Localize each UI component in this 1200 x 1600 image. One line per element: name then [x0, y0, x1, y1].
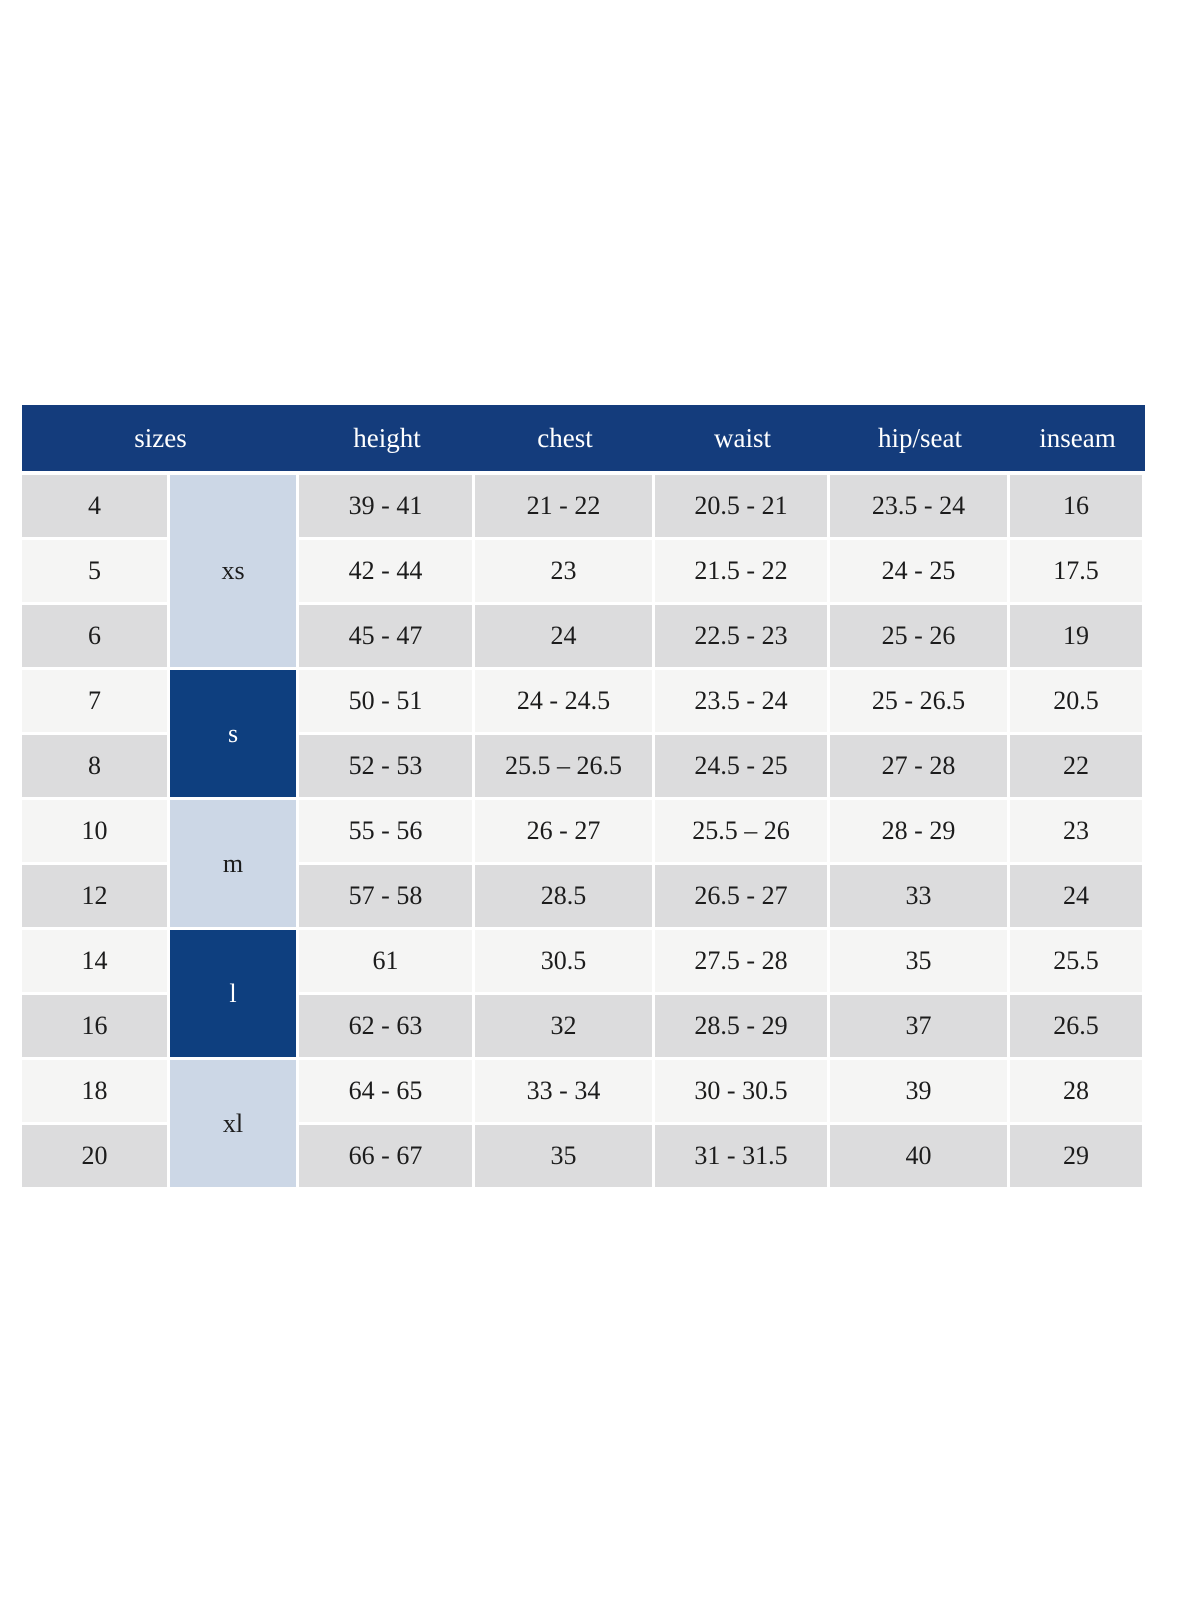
- cell-chest: 21 - 22: [475, 475, 656, 540]
- cell-size: 16: [22, 995, 170, 1060]
- size-group-cell-s: s: [170, 670, 300, 800]
- table-row: 20 66 - 67 35 31 - 31.5 40 29: [22, 1125, 1146, 1190]
- cell-height: 62 - 63: [299, 995, 476, 1060]
- cell-size: 5: [22, 540, 170, 605]
- cell-inseam: 25.5: [1010, 930, 1146, 995]
- cell-size: 18: [22, 1060, 170, 1125]
- table-row: 18 xl 64 - 65 33 - 34 30 - 30.5 39 28: [22, 1060, 1146, 1190]
- cell-hip_seat: 40: [830, 1125, 1011, 1190]
- cell-waist: 25.5 – 26: [655, 800, 831, 865]
- cell-size: 10: [22, 800, 170, 865]
- cell-chest: 26 - 27: [475, 800, 656, 865]
- size-group-cell-xl: xl: [170, 1060, 300, 1190]
- cell-hip_seat: 25 - 26: [830, 605, 1011, 670]
- cell-waist: 26.5 - 27: [655, 865, 831, 930]
- cell-chest: 35: [475, 1125, 656, 1190]
- column-header-inseam: inseam: [1010, 405, 1146, 475]
- column-header-hip_seat: hip/seat: [830, 405, 1011, 475]
- cell-height: 52 - 53: [299, 735, 476, 800]
- cell-chest: 28.5: [475, 865, 656, 930]
- cell-chest: 24 - 24.5: [475, 670, 656, 735]
- cell-size: 6: [22, 605, 170, 670]
- cell-waist: 31 - 31.5: [655, 1125, 831, 1190]
- size-group-cell-xs: xs: [170, 475, 300, 670]
- cell-hip_seat: 28 - 29: [830, 800, 1011, 865]
- size-chart-table: sizes height chest waist hip/seat inseam 4 xs 3…: [22, 405, 1146, 1190]
- cell-inseam: 28: [1010, 1060, 1146, 1125]
- cell-waist: 22.5 - 23: [655, 605, 831, 670]
- cell-hip_seat: 33: [830, 865, 1011, 930]
- cell-chest: 33 - 34: [475, 1060, 656, 1125]
- cell-height: 39 - 41: [299, 475, 476, 540]
- cell-inseam: 20.5: [1010, 670, 1146, 735]
- cell-hip_seat: 27 - 28: [830, 735, 1011, 800]
- cell-chest: 32: [475, 995, 656, 1060]
- cell-height: 64 - 65: [299, 1060, 476, 1125]
- table-row: 7 s 50 - 51 24 - 24.5 23.5 - 24 25 - 26.5 20.5: [22, 670, 1146, 800]
- table-row: 12 57 - 58 28.5 26.5 - 27 33 24: [22, 865, 1146, 930]
- header-row: sizes height chest waist hip/seat inseam: [22, 405, 1146, 475]
- cell-inseam: 19: [1010, 605, 1146, 670]
- cell-inseam: 16: [1010, 475, 1146, 540]
- cell-size: 4: [22, 475, 170, 540]
- size-chart-body: 4 xs 39 - 41 21 - 22 20.5 - 21 23.5 - 24 16 5 42…: [22, 475, 1146, 1190]
- cell-chest: 24: [475, 605, 656, 670]
- cell-inseam: 24: [1010, 865, 1146, 930]
- cell-hip_seat: 39: [830, 1060, 1011, 1125]
- cell-waist: 30 - 30.5: [655, 1060, 831, 1125]
- table-row: 4 xs 39 - 41 21 - 22 20.5 - 21 23.5 - 24 16: [22, 475, 1146, 670]
- cell-waist: 27.5 - 28: [655, 930, 831, 995]
- cell-waist: 23.5 - 24: [655, 670, 831, 735]
- size-group-cell-m: m: [170, 800, 300, 930]
- cell-hip_seat: 23.5 - 24: [830, 475, 1011, 540]
- table-row: 16 62 - 63 32 28.5 - 29 37 26.5: [22, 995, 1146, 1060]
- table-row: 10 m 55 - 56 26 - 27 25.5 – 26 28 - 29 23: [22, 800, 1146, 930]
- cell-waist: 21.5 - 22: [655, 540, 831, 605]
- cell-hip_seat: 37: [830, 995, 1011, 1060]
- cell-hip_seat: 25 - 26.5: [830, 670, 1011, 735]
- cell-inseam: 23: [1010, 800, 1146, 865]
- cell-size: 12: [22, 865, 170, 930]
- cell-height: 50 - 51: [299, 670, 476, 735]
- cell-inseam: 29: [1010, 1125, 1146, 1190]
- cell-size: 14: [22, 930, 170, 995]
- cell-inseam: 22: [1010, 735, 1146, 800]
- column-header-sizes: sizes: [22, 405, 300, 475]
- column-header-height: height: [299, 405, 476, 475]
- cell-waist: 28.5 - 29: [655, 995, 831, 1060]
- size-group-cell-l: l: [170, 930, 300, 1060]
- cell-chest: 25.5 – 26.5: [475, 735, 656, 800]
- column-header-waist: waist: [655, 405, 831, 475]
- cell-hip_seat: 35: [830, 930, 1011, 995]
- table-row: 8 52 - 53 25.5 – 26.5 24.5 - 25 27 - 28 22: [22, 735, 1146, 800]
- cell-height: 55 - 56: [299, 800, 476, 865]
- table-row: 14 l 61 30.5 27.5 - 28 35 25.5: [22, 930, 1146, 1060]
- cell-height: 66 - 67: [299, 1125, 476, 1190]
- cell-size: 20: [22, 1125, 170, 1190]
- cell-chest: 30.5: [475, 930, 656, 995]
- cell-height: 45 - 47: [299, 605, 476, 670]
- cell-waist: 20.5 - 21: [655, 475, 831, 540]
- cell-inseam: 17.5: [1010, 540, 1146, 605]
- cell-height: 42 - 44: [299, 540, 476, 605]
- cell-waist: 24.5 - 25: [655, 735, 831, 800]
- cell-height: 61: [299, 930, 476, 995]
- table-row: 5 42 - 44 23 21.5 - 22 24 - 25 17.5: [22, 540, 1146, 605]
- column-header-chest: chest: [475, 405, 656, 475]
- cell-inseam: 26.5: [1010, 995, 1146, 1060]
- cell-hip_seat: 24 - 25: [830, 540, 1011, 605]
- cell-height: 57 - 58: [299, 865, 476, 930]
- cell-chest: 23: [475, 540, 656, 605]
- cell-size: 7: [22, 670, 170, 735]
- cell-size: 8: [22, 735, 170, 800]
- size-chart-header: sizes height chest waist hip/seat inseam: [22, 405, 1146, 475]
- table-row: 6 45 - 47 24 22.5 - 23 25 - 26 19: [22, 605, 1146, 670]
